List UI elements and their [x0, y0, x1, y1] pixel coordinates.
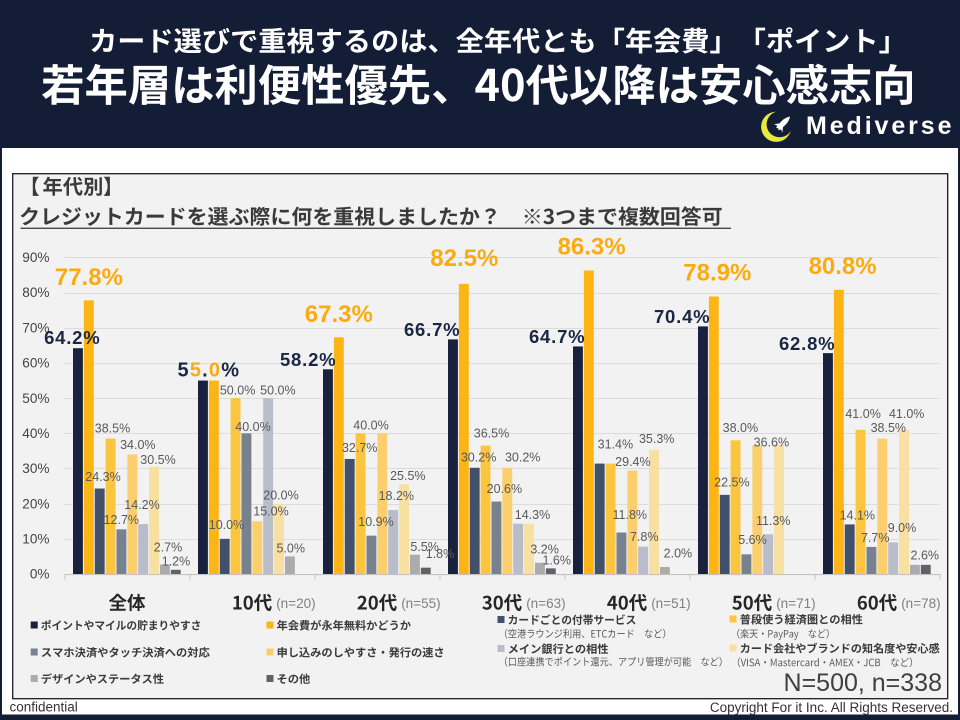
svg-text:Copyright For it Inc. All Righ: Copyright For it Inc. All Rights Reserve… — [710, 700, 953, 715]
svg-text:86.3%: 86.3% — [558, 234, 626, 261]
svg-text:50%: 50% — [22, 391, 49, 406]
svg-text:7.7%: 7.7% — [861, 531, 890, 545]
svg-text:30.2%: 30.2% — [505, 451, 540, 465]
svg-text:N=500, n=338: N=500, n=338 — [784, 669, 942, 697]
svg-text:(n=63): (n=63) — [526, 596, 565, 611]
svg-text:41.0%: 41.0% — [889, 407, 924, 421]
svg-text:38.5%: 38.5% — [871, 421, 906, 435]
svg-text:14.3%: 14.3% — [515, 508, 550, 522]
svg-text:60%: 60% — [22, 356, 49, 371]
svg-text:10%: 10% — [22, 531, 49, 546]
svg-text:18.2%: 18.2% — [379, 489, 414, 503]
svg-text:30.5%: 30.5% — [140, 453, 175, 467]
svg-text:64.7%: 64.7% — [529, 326, 585, 347]
svg-text:24.3%: 24.3% — [85, 470, 120, 484]
svg-text:5.0%: 5.0% — [276, 541, 305, 555]
svg-text:67.3%: 67.3% — [305, 301, 373, 328]
svg-text:20%: 20% — [22, 496, 49, 511]
svg-text:12.7%: 12.7% — [104, 513, 139, 527]
svg-text:11.8%: 11.8% — [613, 508, 648, 522]
svg-text:82.5%: 82.5% — [430, 245, 498, 272]
svg-text:41.0%: 41.0% — [845, 407, 880, 421]
svg-text:1.8%: 1.8% — [426, 547, 455, 561]
svg-text:38.5%: 38.5% — [95, 422, 130, 436]
svg-text:5.6%: 5.6% — [738, 533, 767, 547]
svg-text:15.0%: 15.0% — [253, 504, 288, 518]
svg-text:40.0%: 40.0% — [353, 418, 388, 432]
svg-text:(n=71): (n=71) — [776, 596, 815, 611]
svg-text:55.0%: 55.0% — [178, 359, 241, 381]
svg-text:10.0%: 10.0% — [209, 518, 244, 532]
svg-text:70.4%: 70.4% — [654, 306, 710, 327]
svg-text:36.6%: 36.6% — [754, 436, 789, 450]
svg-text:2.0%: 2.0% — [664, 547, 693, 561]
svg-text:20.0%: 20.0% — [263, 489, 298, 503]
svg-text:3.2%: 3.2% — [530, 542, 559, 556]
svg-text:1.2%: 1.2% — [162, 555, 191, 569]
svg-text:11.3%: 11.3% — [756, 514, 791, 528]
svg-text:70%: 70% — [22, 320, 49, 335]
svg-text:10.9%: 10.9% — [358, 515, 393, 529]
svg-text:29.4%: 29.4% — [615, 455, 650, 469]
svg-text:80.8%: 80.8% — [809, 253, 877, 280]
svg-text:Mediverse: Mediverse — [806, 112, 954, 140]
svg-text:20.6%: 20.6% — [487, 482, 522, 496]
svg-text:58.2%: 58.2% — [280, 349, 336, 370]
svg-text:90%: 90% — [22, 250, 49, 265]
svg-text:14.1%: 14.1% — [840, 508, 875, 522]
svg-text:(n=78): (n=78) — [901, 596, 940, 611]
svg-text:30.2%: 30.2% — [461, 451, 496, 465]
svg-text:(n=51): (n=51) — [651, 596, 690, 611]
svg-text:40%: 40% — [22, 426, 49, 441]
svg-text:32.7%: 32.7% — [342, 441, 377, 455]
svg-text:confidential: confidential — [10, 700, 78, 715]
svg-text:78.9%: 78.9% — [683, 260, 751, 287]
svg-text:62.8%: 62.8% — [779, 333, 835, 354]
svg-text:5.5%: 5.5% — [410, 540, 439, 554]
svg-text:50.0%: 50.0% — [260, 384, 295, 398]
svg-text:64.2%: 64.2% — [44, 327, 100, 348]
svg-text:22.5%: 22.5% — [714, 475, 749, 489]
svg-text:1.6%: 1.6% — [542, 554, 571, 568]
svg-text:(n=20): (n=20) — [276, 596, 315, 611]
svg-text:0%: 0% — [30, 567, 50, 582]
svg-text:34.0%: 34.0% — [120, 438, 155, 452]
svg-text:38.0%: 38.0% — [723, 421, 758, 435]
svg-text:7.8%: 7.8% — [630, 530, 659, 544]
svg-text:31.4%: 31.4% — [598, 438, 633, 452]
svg-text:36.5%: 36.5% — [474, 427, 509, 441]
svg-text:30%: 30% — [22, 461, 49, 476]
svg-text:2.6%: 2.6% — [911, 549, 940, 563]
svg-text:14.2%: 14.2% — [124, 498, 159, 512]
svg-text:80%: 80% — [22, 285, 49, 300]
svg-text:25.5%: 25.5% — [390, 469, 425, 483]
svg-text:(n=55): (n=55) — [401, 596, 440, 611]
svg-text:40.0%: 40.0% — [235, 420, 270, 434]
svg-text:9.0%: 9.0% — [888, 521, 917, 535]
svg-text:2.7%: 2.7% — [154, 541, 183, 555]
svg-text:50.0%: 50.0% — [220, 384, 255, 398]
svg-text:77.8%: 77.8% — [55, 264, 123, 291]
svg-text:35.3%: 35.3% — [639, 432, 674, 446]
svg-text:66.7%: 66.7% — [404, 319, 460, 340]
